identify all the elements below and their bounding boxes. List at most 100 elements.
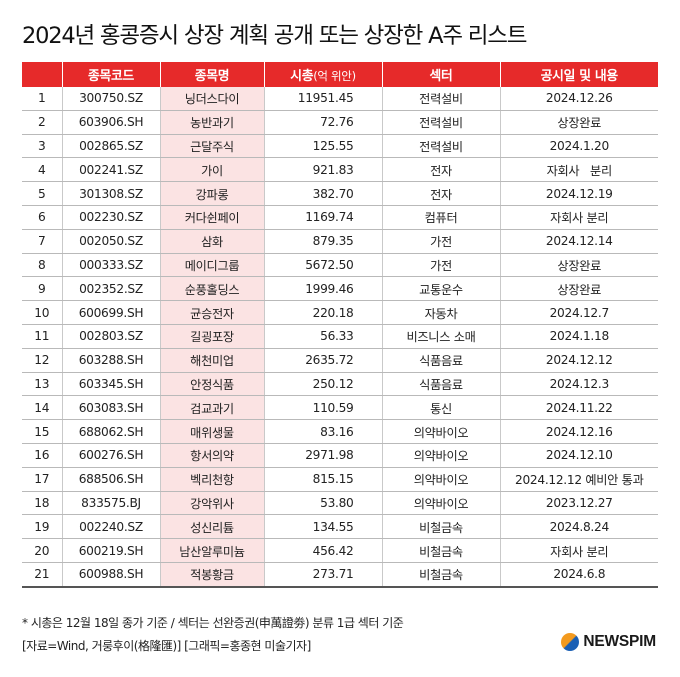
cell-mcap: 921.83 bbox=[263, 157, 382, 183]
cell-mcap: 2971.98 bbox=[263, 443, 382, 468]
table-row: 5 301308.SZ 강파롱 382.70 전자 2024.12.19 bbox=[22, 181, 658, 206]
table-row: 8 000333.SZ 메이디그룹 5672.50 가전 상장완료 bbox=[22, 253, 658, 278]
cell-no: 6 bbox=[22, 205, 62, 230]
cell-name: 커다쉰페이 bbox=[159, 205, 264, 230]
table-row: 10 600699.SH 균승전자 220.18 자동차 2024.12.7 bbox=[22, 300, 658, 325]
table-row: 2 603906.SH 농반과기 72.76 전력설비 상장완료 bbox=[22, 110, 658, 135]
cell-mcap: 5672.50 bbox=[263, 253, 382, 278]
cell-code: 300750.SZ bbox=[61, 87, 160, 111]
cell-sector: 통신 bbox=[381, 395, 500, 421]
cell-no: 20 bbox=[22, 538, 62, 563]
table-row: 16 600276.SH 항서의약 2971.98 의약바이오 2024.12.10 bbox=[22, 443, 658, 468]
cell-name: 검교과기 bbox=[159, 395, 264, 421]
table-row: 13 603345.SH 안정식품 250.12 식품음료 2024.12.3 bbox=[22, 372, 658, 397]
table-row: 12 603288.SH 해천미업 2635.72 식품음료 2024.12.12 bbox=[22, 348, 658, 373]
header-mcap-label: 시총 bbox=[290, 69, 314, 84]
header-code: 종목코드 bbox=[61, 62, 160, 87]
cell-notice: 2024.12.12 예비안 통과 bbox=[499, 467, 658, 492]
table-row: 19 002240.SZ 성신리튬 134.55 비철금속 2024.8.24 bbox=[22, 514, 658, 540]
cell-no: 11 bbox=[22, 324, 62, 349]
cell-code: 000333.SZ bbox=[61, 253, 160, 278]
cell-name: 길굉포장 bbox=[159, 324, 264, 349]
table-row: 1 300750.SZ 닝더스다이 11951.45 전력설비 2024.12.26 bbox=[22, 87, 658, 111]
cell-notice: 2024.12.26 bbox=[499, 87, 658, 111]
cell-notice: 자회사 분리 bbox=[499, 205, 658, 230]
stock-table: 종목코드 종목명 시총(억 위안) 섹터 공시일 및 내용 1 300750.SZ… bbox=[22, 62, 658, 588]
cell-notice: 2024.11.22 bbox=[499, 395, 658, 421]
cell-code: 002240.SZ bbox=[61, 514, 160, 540]
cell-no: 9 bbox=[22, 276, 62, 302]
table-row: 17 688506.SH 벡리천항 815.15 의약바이오 2024.12.12 예비안… bbox=[22, 467, 658, 492]
cell-code: 002050.SZ bbox=[61, 229, 160, 254]
cell-mcap: 1999.46 bbox=[263, 276, 382, 302]
cell-no: 1 bbox=[22, 87, 62, 111]
cell-mcap: 11951.45 bbox=[263, 87, 382, 111]
cell-sector: 비철금속 bbox=[381, 538, 500, 563]
cell-no: 13 bbox=[22, 372, 62, 397]
cell-name: 성신리튬 bbox=[159, 514, 264, 540]
cell-sector: 가전 bbox=[381, 229, 500, 254]
cell-mcap: 456.42 bbox=[263, 538, 382, 563]
cell-sector: 의약바이오 bbox=[381, 491, 500, 516]
page-title: 2024년 홍콩증시 상장 계획 공개 또는 상장한 A주 리스트 bbox=[22, 23, 527, 49]
header-notice: 공시일 및 내용 bbox=[499, 62, 658, 87]
cell-notice: 2024.12.10 bbox=[499, 443, 658, 468]
cell-name: 항서의약 bbox=[159, 443, 264, 468]
cell-no: 2 bbox=[22, 110, 62, 135]
cell-name: 적봉황금 bbox=[159, 562, 264, 588]
cell-mcap: 879.35 bbox=[263, 229, 382, 254]
cell-no: 17 bbox=[22, 467, 62, 492]
cell-code: 603345.SH bbox=[61, 372, 160, 397]
cell-sector: 전력설비 bbox=[381, 110, 500, 135]
cell-code: 600276.SH bbox=[61, 443, 160, 468]
cell-no: 10 bbox=[22, 300, 62, 325]
table-row: 14 603083.SH 검교과기 110.59 통신 2024.11.22 bbox=[22, 395, 658, 421]
cell-notice: 2024.12.14 bbox=[499, 229, 658, 254]
cell-mcap: 815.15 bbox=[263, 467, 382, 492]
cell-name: 강파롱 bbox=[159, 181, 264, 206]
cell-sector: 자동차 bbox=[381, 300, 500, 325]
cell-sector: 의약바이오 bbox=[381, 467, 500, 492]
cell-notice: 상장완료 bbox=[499, 276, 658, 302]
table-row: 15 688062.SH 매위생물 83.16 의약바이오 2024.12.16 bbox=[22, 419, 658, 444]
cell-sector: 비철금속 bbox=[381, 514, 500, 540]
cell-notice: 2024.12.16 bbox=[499, 419, 658, 444]
cell-mcap: 250.12 bbox=[263, 372, 382, 397]
cell-mcap: 72.76 bbox=[263, 110, 382, 135]
cell-notice: 2024.12.7 bbox=[499, 300, 658, 325]
cell-sector: 컴퓨터 bbox=[381, 205, 500, 230]
cell-notice: 자회사 분리 bbox=[499, 538, 658, 563]
cell-notice: 자회사 분리 bbox=[499, 157, 658, 183]
table-row: 20 600219.SH 남산알루미늄 456.42 비철금속 자회사 분리 bbox=[22, 538, 658, 563]
cell-code: 002241.SZ bbox=[61, 157, 160, 183]
cell-notice: 2024.12.3 bbox=[499, 372, 658, 397]
cell-sector: 의약바이오 bbox=[381, 419, 500, 444]
cell-code: 002352.SZ bbox=[61, 276, 160, 302]
table-row: 18 833575.BJ 강악위사 53.80 의약바이오 2023.12.27 bbox=[22, 491, 658, 516]
table-body: 1 300750.SZ 닝더스다이 11951.45 전력설비 2024.12.26 2 60… bbox=[22, 87, 658, 588]
cell-no: 7 bbox=[22, 229, 62, 254]
newspim-logo-icon bbox=[561, 633, 580, 651]
table-row: 7 002050.SZ 삼화 879.35 가전 2024.12.14 bbox=[22, 229, 658, 254]
cell-mcap: 53.80 bbox=[263, 491, 382, 516]
credit-line: [자료=Wind, 거룽후이(格隆匯)] [그래픽=홍종현 미술기자] bbox=[22, 639, 311, 653]
cell-mcap: 220.18 bbox=[263, 300, 382, 325]
cell-name: 안정식품 bbox=[159, 372, 264, 397]
footnote: * 시총은 12월 18일 종가 기준 / 섹터는 선완증권(申萬證劵) 분류 … bbox=[22, 616, 404, 630]
cell-name: 근달주식 bbox=[159, 134, 264, 159]
cell-code: 603083.SH bbox=[61, 395, 160, 421]
cell-name: 균승전자 bbox=[159, 300, 264, 325]
cell-no: 18 bbox=[22, 491, 62, 516]
cell-mcap: 1169.74 bbox=[263, 205, 382, 230]
cell-notice: 2023.12.27 bbox=[499, 491, 658, 516]
cell-no: 21 bbox=[22, 562, 62, 588]
cell-sector: 전력설비 bbox=[381, 87, 500, 111]
cell-mcap: 134.55 bbox=[263, 514, 382, 540]
cell-notice: 2024.1.18 bbox=[499, 324, 658, 349]
cell-no: 3 bbox=[22, 134, 62, 159]
cell-sector: 식품음료 bbox=[381, 348, 500, 373]
cell-code: 301308.SZ bbox=[61, 181, 160, 206]
cell-code: 688062.SH bbox=[61, 419, 160, 444]
cell-name: 매위생물 bbox=[159, 419, 264, 444]
cell-code: 002803.SZ bbox=[61, 324, 160, 349]
